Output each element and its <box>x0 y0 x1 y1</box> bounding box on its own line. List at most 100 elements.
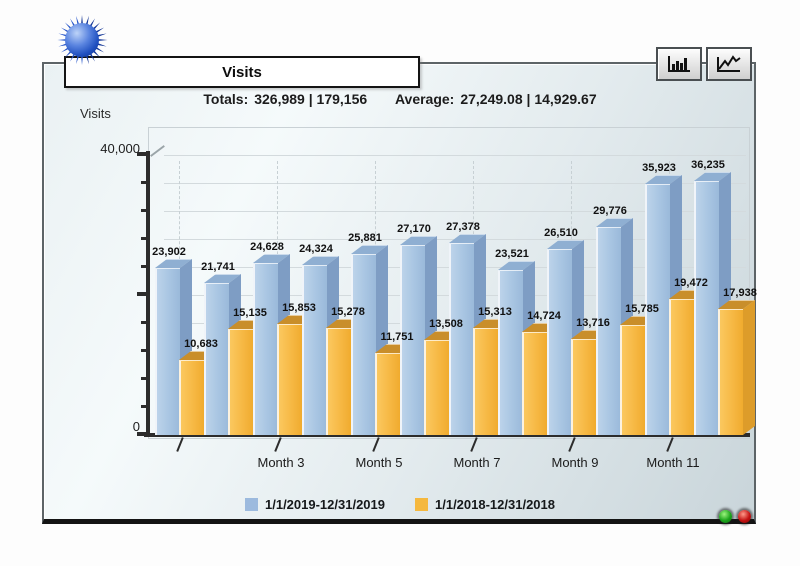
bar-2018-month-3 <box>277 314 314 435</box>
bar-front-face <box>498 270 523 435</box>
bar-value-label: 15,853 <box>282 302 316 314</box>
bar-2019-month-4 <box>302 255 339 435</box>
y-axis-tick <box>141 405 150 408</box>
bar-front-face <box>473 328 498 435</box>
bar-chart-view-button[interactable] <box>656 47 702 81</box>
bar-value-label: 26,510 <box>544 227 578 239</box>
y-axis-title: Visits <box>80 106 111 121</box>
y-axis-tick <box>141 321 150 324</box>
bar-2018-month-5 <box>375 343 412 435</box>
gridline <box>164 183 746 184</box>
chart-title: Visits <box>222 63 262 81</box>
bar-front-face <box>522 332 547 435</box>
legend-swatch-2018 <box>415 498 428 511</box>
legend-item-2018: 1/1/2018-12/31/2018 <box>415 497 555 512</box>
legend-item-2019: 1/1/2019-12/31/2019 <box>245 497 385 512</box>
bar-front-face <box>326 328 351 435</box>
bar-2019-month-1 <box>155 258 192 435</box>
bar-front-face <box>645 184 670 435</box>
bar-2019-month-8 <box>498 260 535 435</box>
starburst-icon <box>56 14 108 66</box>
bar-front-face <box>228 329 253 435</box>
bar-value-label: 23,902 <box>152 246 186 258</box>
bar-2019-month-3 <box>253 253 290 435</box>
bar-front-face <box>596 227 621 435</box>
x-axis <box>144 433 750 437</box>
x-axis-label: Month 9 <box>551 455 599 470</box>
x-axis-label: Month 11 <box>646 455 700 470</box>
bar-value-label: 23,521 <box>495 248 529 260</box>
bar-front-face <box>669 299 694 435</box>
bar-front-face <box>620 325 645 435</box>
y-axis-tick <box>137 152 150 156</box>
bar-value-label: 17,938 <box>723 287 757 299</box>
bar-value-label: 15,278 <box>331 306 365 318</box>
bar-value-label: 24,628 <box>250 241 284 253</box>
bar-front-face <box>375 353 400 435</box>
view-toggle-group <box>656 47 752 81</box>
y-axis-tick <box>141 237 150 240</box>
bar-2018-month-11 <box>669 289 706 435</box>
bar-2019-month-6 <box>400 235 437 435</box>
bar-value-label: 36,235 <box>691 159 725 171</box>
average-value: 27,249.08 | 14,929.67 <box>460 91 597 107</box>
legend-label-2019: 1/1/2019-12/31/2019 <box>265 497 385 512</box>
bar-front-face <box>400 245 425 435</box>
bar-value-label: 21,741 <box>201 261 235 273</box>
bar-2018-month-6 <box>424 330 461 435</box>
bar-value-label: 29,776 <box>593 205 627 217</box>
bar-value-label: 19,472 <box>674 277 708 289</box>
bar-value-label: 13,716 <box>576 317 610 329</box>
bar-value-label: 27,378 <box>446 221 480 233</box>
bar-side-face <box>743 299 755 435</box>
bar-value-label: 15,135 <box>233 307 267 319</box>
y-axis-tick <box>141 181 150 184</box>
legend: 1/1/2019-12/31/2019 1/1/2018-12/31/2018 <box>100 497 700 512</box>
bar-front-face <box>694 181 719 435</box>
starburst-ball <box>65 23 99 57</box>
bar-value-label: 24,324 <box>299 243 333 255</box>
x-axis-label: Month 3 <box>257 455 305 470</box>
x-axis-label: Month 7 <box>453 455 501 470</box>
totals-summary: Totals: 326,989 | 179,156 Average: 27,249.… <box>100 90 700 108</box>
bar-2018-month-4 <box>326 318 363 435</box>
y-axis-tick <box>141 265 150 268</box>
y-axis-tick <box>141 349 150 352</box>
bar-2018-month-1 <box>179 350 216 435</box>
bar-front-face <box>424 340 449 435</box>
bar-value-label: 14,724 <box>527 310 561 322</box>
totals-value: 326,989 | 179,156 <box>254 91 368 107</box>
bar-2019-month-7 <box>449 233 486 435</box>
status-light-red <box>738 510 751 523</box>
bar-front-face <box>449 243 474 435</box>
y-axis-tick <box>137 292 150 296</box>
chart-title-box: Visits <box>64 56 420 88</box>
bar-2018-month-2 <box>228 319 265 435</box>
bar-2019-month-9 <box>547 239 584 435</box>
bar-2018-month-10 <box>620 315 657 435</box>
bar-2018-month-8 <box>522 322 559 435</box>
gridline <box>164 155 746 156</box>
bar-2018-month-9 <box>571 329 608 435</box>
legend-label-2018: 1/1/2018-12/31/2018 <box>435 497 555 512</box>
line-chart-view-button[interactable] <box>706 47 752 81</box>
bar-2019-month-12 <box>694 171 731 435</box>
bar-2018-month-12 <box>718 299 755 435</box>
bar-2019-month-2 <box>204 273 241 435</box>
bar-front-face <box>204 283 229 435</box>
status-light-green <box>719 510 732 523</box>
bar-front-face <box>718 309 743 435</box>
bar-front-face <box>277 324 302 435</box>
average-label: Average: <box>394 91 455 107</box>
bar-value-label: 25,881 <box>348 232 382 244</box>
bar-2019-month-11 <box>645 174 682 435</box>
bar-value-label: 10,683 <box>184 338 218 350</box>
bar-value-label: 27,170 <box>397 223 431 235</box>
plot-area: Month 3 Month 5 Month 7 Month 9 Month 11 23,9… <box>137 145 757 470</box>
x-axis-label: Month 5 <box>355 455 403 470</box>
bar-front-face <box>351 254 376 435</box>
y-tick-label-zero: 0 <box>132 419 140 434</box>
gridline <box>164 211 746 212</box>
y-axis-tick <box>141 377 150 380</box>
